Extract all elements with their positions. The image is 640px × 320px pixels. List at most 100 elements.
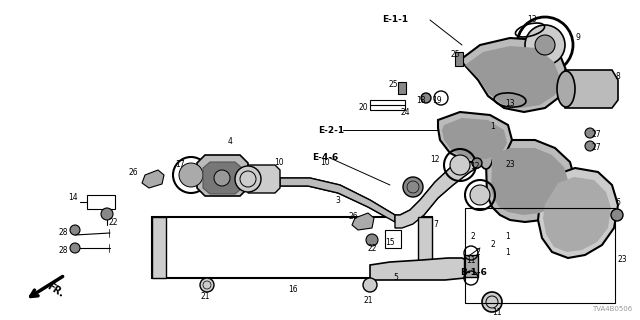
Text: 27: 27	[592, 130, 602, 139]
Polygon shape	[442, 118, 507, 159]
Polygon shape	[538, 168, 618, 258]
Circle shape	[421, 93, 431, 103]
Text: 6: 6	[615, 198, 620, 207]
Polygon shape	[248, 165, 280, 193]
Polygon shape	[460, 38, 568, 112]
Text: 28: 28	[58, 246, 67, 255]
Circle shape	[482, 292, 502, 312]
Bar	[464, 255, 478, 277]
Text: 23: 23	[617, 255, 627, 264]
Text: 13: 13	[505, 99, 515, 108]
Text: E-1-1: E-1-1	[382, 15, 408, 24]
Text: 26: 26	[128, 168, 138, 177]
Circle shape	[585, 128, 595, 138]
Circle shape	[525, 25, 565, 65]
Bar	[465, 208, 615, 303]
Text: 24: 24	[400, 108, 410, 117]
Polygon shape	[280, 178, 395, 222]
Text: 8: 8	[615, 72, 620, 81]
Text: E-4-6: E-4-6	[312, 153, 339, 162]
Text: 27: 27	[592, 143, 602, 152]
Circle shape	[70, 225, 80, 235]
Circle shape	[611, 209, 623, 221]
Bar	[152, 217, 166, 278]
Text: E-2-1: E-2-1	[318, 126, 344, 135]
Text: 26: 26	[348, 212, 358, 221]
Polygon shape	[395, 148, 486, 228]
Circle shape	[200, 278, 214, 292]
Circle shape	[179, 163, 203, 187]
Text: FR.: FR.	[45, 281, 65, 299]
Ellipse shape	[479, 141, 493, 169]
Polygon shape	[438, 112, 512, 162]
Bar	[87, 195, 115, 209]
Text: 9: 9	[576, 33, 581, 42]
Text: 14: 14	[68, 193, 77, 202]
Text: 3: 3	[335, 196, 340, 205]
Polygon shape	[352, 213, 374, 230]
Circle shape	[585, 141, 595, 151]
Text: 16: 16	[288, 285, 298, 294]
Circle shape	[403, 177, 423, 197]
Polygon shape	[485, 140, 575, 222]
Text: 1: 1	[505, 248, 509, 257]
Text: 10: 10	[320, 158, 330, 167]
Text: 19: 19	[432, 96, 442, 105]
Text: B-1-6: B-1-6	[460, 268, 487, 277]
Circle shape	[450, 155, 470, 175]
Text: 21: 21	[363, 296, 372, 305]
Polygon shape	[465, 46, 560, 108]
Text: 15: 15	[385, 238, 395, 247]
Text: 23: 23	[505, 160, 515, 169]
Circle shape	[470, 185, 490, 205]
Text: 13: 13	[527, 15, 536, 24]
Text: 11: 11	[492, 308, 502, 317]
Polygon shape	[142, 170, 164, 188]
Bar	[385, 230, 401, 248]
Text: 4: 4	[228, 137, 233, 146]
Text: 11: 11	[466, 256, 476, 265]
Text: 2: 2	[490, 240, 495, 249]
Circle shape	[363, 278, 377, 292]
Circle shape	[214, 170, 230, 186]
Text: 18: 18	[416, 96, 426, 105]
Text: TVA4B0506: TVA4B0506	[592, 306, 632, 312]
Text: 17: 17	[175, 160, 184, 169]
Polygon shape	[491, 148, 568, 215]
Text: 22: 22	[367, 244, 376, 253]
Text: 10: 10	[274, 158, 284, 167]
Text: 12: 12	[430, 155, 440, 164]
Ellipse shape	[557, 71, 575, 107]
Text: 20: 20	[358, 103, 367, 112]
Polygon shape	[370, 258, 470, 280]
Text: 1: 1	[490, 122, 495, 131]
Text: 25: 25	[388, 80, 397, 89]
Text: 12: 12	[470, 162, 479, 171]
Bar	[418, 217, 432, 278]
Text: 25: 25	[450, 50, 460, 59]
Text: 7: 7	[433, 220, 438, 229]
Circle shape	[517, 17, 573, 73]
Text: 2: 2	[470, 232, 475, 241]
Bar	[370, 100, 405, 110]
Text: 22: 22	[108, 218, 118, 227]
Circle shape	[101, 208, 113, 220]
Circle shape	[235, 166, 261, 192]
Bar	[455, 52, 463, 66]
Text: 28: 28	[58, 228, 67, 237]
Text: 21: 21	[200, 292, 209, 301]
Polygon shape	[203, 162, 242, 194]
Text: 1: 1	[505, 232, 509, 241]
Text: 5: 5	[393, 273, 398, 282]
Polygon shape	[565, 70, 618, 108]
Circle shape	[70, 243, 80, 253]
Circle shape	[472, 158, 482, 168]
Circle shape	[366, 234, 378, 246]
Bar	[398, 82, 406, 94]
Polygon shape	[197, 155, 248, 196]
Circle shape	[173, 157, 209, 193]
Polygon shape	[543, 177, 611, 252]
Text: 2: 2	[475, 248, 480, 257]
Circle shape	[535, 35, 555, 55]
Bar	[152, 217, 432, 278]
